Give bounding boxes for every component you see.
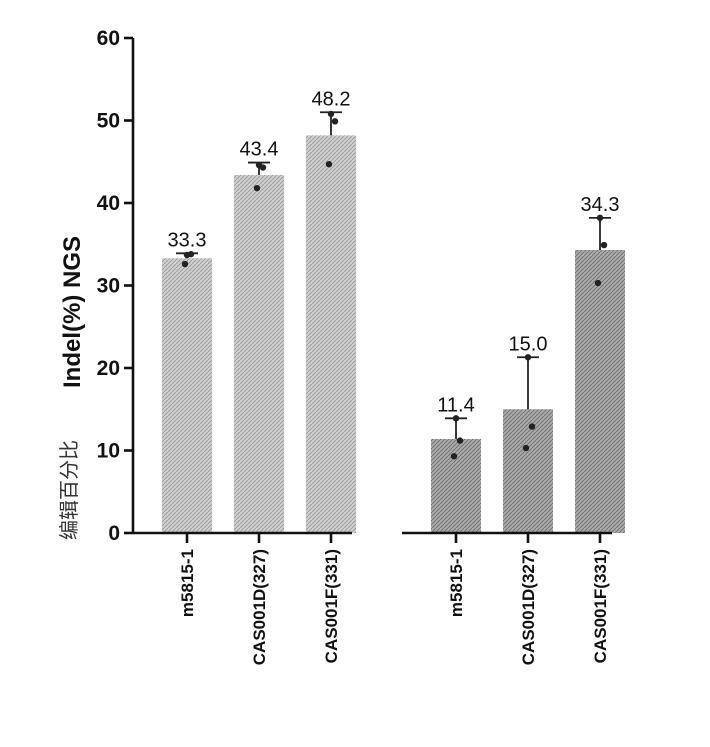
data-point xyxy=(450,453,458,460)
data-point xyxy=(524,354,532,361)
value-label: 33.3 xyxy=(168,229,207,251)
y-axis-label-chinese: 编辑百分比 xyxy=(57,440,81,540)
data-points xyxy=(181,110,608,460)
data-point xyxy=(327,110,335,118)
y-tick-label: 30 xyxy=(97,275,120,298)
value-label: 48.2 xyxy=(312,88,351,110)
y-tick-label: 0 xyxy=(108,522,120,545)
x-category-label: m5815-1 xyxy=(447,549,466,617)
data-point xyxy=(600,241,608,249)
value-labels: 33.3 43.4 48.2 11.4 15.0 34.3 xyxy=(168,88,620,416)
bar xyxy=(431,438,481,533)
y-tick-label: 40 xyxy=(97,192,120,215)
x-category-label: CAS001D(327) xyxy=(519,549,538,665)
data-point xyxy=(325,161,333,168)
data-point xyxy=(528,423,536,430)
data-point xyxy=(253,184,261,192)
data-point xyxy=(456,437,464,444)
bar xyxy=(234,174,284,533)
data-point xyxy=(331,118,339,125)
bar xyxy=(503,409,553,533)
data-point xyxy=(181,260,189,268)
bar-series xyxy=(162,135,625,533)
y-tick-label: 10 xyxy=(97,440,120,463)
x-category-label: CAS001F(331) xyxy=(591,549,610,663)
value-label: 34.3 xyxy=(581,194,620,216)
y-axis-label: Indel(%) NGS xyxy=(59,236,86,388)
value-label: 43.4 xyxy=(240,139,279,161)
x-category-label: m5815-1 xyxy=(178,549,197,617)
y-tick-label: 50 xyxy=(97,110,120,133)
data-point xyxy=(187,250,195,258)
x-category-label: CAS001D(327) xyxy=(250,549,269,665)
data-point xyxy=(522,444,530,452)
y-tick-label: 20 xyxy=(97,357,120,380)
data-point xyxy=(452,415,460,422)
data-point xyxy=(596,214,604,222)
bar xyxy=(306,135,356,533)
y-tick-label: 60 xyxy=(97,27,120,50)
data-point xyxy=(594,279,602,287)
bar xyxy=(575,250,625,533)
value-label: 11.4 xyxy=(437,394,474,416)
x-category-label: CAS001F(331) xyxy=(322,549,341,663)
x-axis-labels: m5815-1 CAS001D(327) CAS001F(331) m5815-1 CA… xyxy=(178,533,610,665)
value-label: 15.0 xyxy=(509,333,548,355)
y-axis-ticks: 0 10 20 30 40 50 60 xyxy=(97,27,133,545)
data-point xyxy=(259,164,267,171)
bar xyxy=(162,258,212,533)
